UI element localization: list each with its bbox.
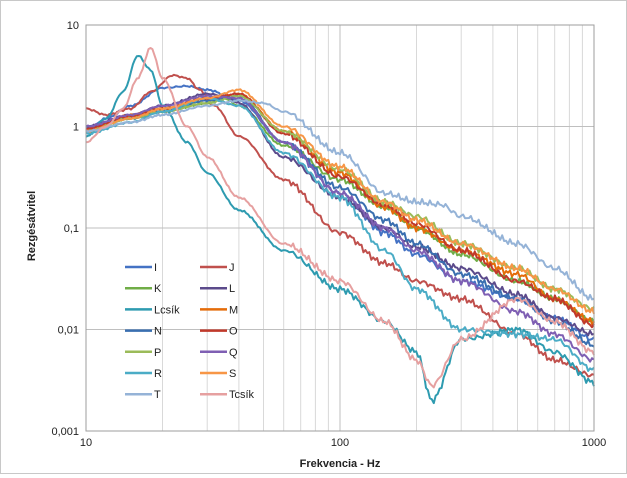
series-layer <box>85 47 595 405</box>
legend-label: K <box>154 283 162 295</box>
x-axis-label: Frekvencia - Hz <box>300 458 381 470</box>
legend: I J K L Lcsík M N O P Q R S T Tcsík <box>125 262 255 401</box>
plot-area-border <box>85 24 595 432</box>
series-line <box>85 47 595 389</box>
legend-label: Lcsík <box>154 304 180 316</box>
y-tick-label: 0,001 <box>51 426 79 438</box>
legend-label: T <box>154 389 161 401</box>
x-tick-label: 100 <box>331 437 349 449</box>
series-line <box>85 94 595 363</box>
grid <box>86 25 594 431</box>
series-line <box>85 98 595 301</box>
x-tick-label: 10 <box>80 437 92 449</box>
series-line <box>85 96 595 372</box>
legend-label: P <box>154 347 161 359</box>
legend-label: S <box>229 368 236 380</box>
legend-label: N <box>154 326 162 338</box>
legend-label: L <box>229 283 235 295</box>
legend-label: O <box>229 326 238 338</box>
series-line <box>85 55 595 405</box>
legend-label: M <box>229 304 238 316</box>
legend-label: Q <box>229 347 238 359</box>
y-tick-label: 0,1 <box>64 223 79 235</box>
x-tick-label: 1000 <box>582 437 606 449</box>
y-tick-label: 1 <box>73 122 79 134</box>
y-tick-label: 10 <box>67 20 79 32</box>
legend-label: J <box>229 262 235 274</box>
y-axis-label: Rezgésátvitel <box>26 191 38 261</box>
legend-label: R <box>154 368 162 380</box>
series-line <box>85 88 595 315</box>
y-tick-label: 0,01 <box>58 325 79 337</box>
legend-label: Tcsík <box>229 389 255 401</box>
axes: 10 100 1000 0,001 0,01 0,1 1 10 <box>51 20 606 449</box>
legend-label: I <box>154 262 157 274</box>
